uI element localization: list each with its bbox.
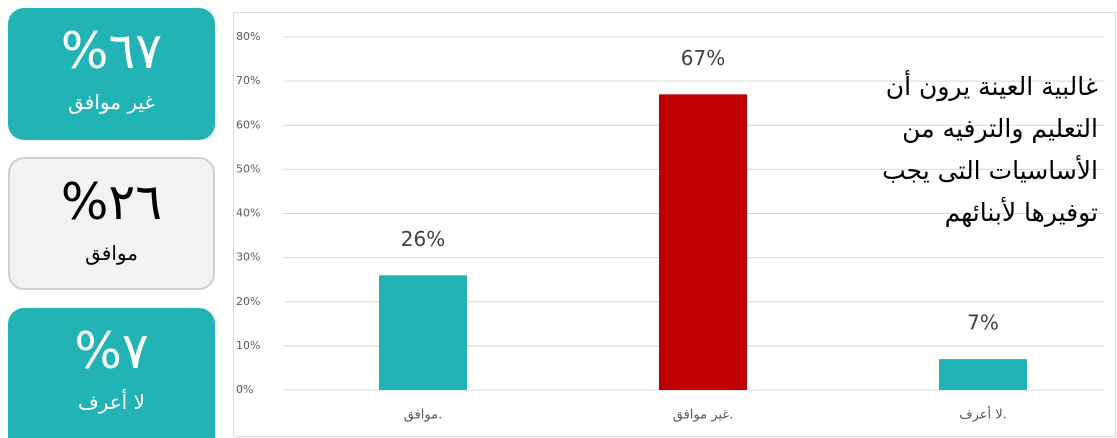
card-label: غير موافق — [68, 90, 155, 114]
y-tick-label: 50% — [236, 162, 260, 175]
chart-frame — [233, 12, 1116, 437]
bar — [379, 275, 467, 390]
y-tick-label: 0% — [236, 383, 253, 396]
card-value: %٧ — [74, 322, 149, 380]
y-tick-label: 60% — [236, 118, 260, 131]
card-value: %٦٧ — [60, 22, 163, 80]
annotation: التعليم والترفيه من — [902, 114, 1098, 144]
y-tick-label: 40% — [236, 207, 260, 220]
bar — [939, 359, 1027, 390]
x-tick-label: موافق. — [404, 408, 443, 423]
y-tick-label: 20% — [236, 295, 260, 308]
card-label: لا أعرف — [77, 390, 146, 414]
y-tick-label: 30% — [236, 251, 260, 264]
value-label: 26% — [401, 227, 445, 251]
value-label: 67% — [681, 46, 725, 70]
x-tick-label: غير موافق. — [673, 408, 734, 423]
bar — [659, 94, 747, 391]
card-label: موافق — [85, 241, 138, 265]
y-tick-label: 70% — [236, 74, 260, 87]
annotation: توفيرها لأبنائهم — [945, 196, 1098, 228]
y-tick-label: 10% — [236, 339, 260, 352]
value-label: 7% — [967, 311, 999, 335]
stat-card: %٧ لا أعرف — [8, 308, 215, 438]
annotation: غالبية العينة يرون أن — [886, 69, 1098, 102]
stat-card: %٢٦ موافق — [8, 157, 215, 290]
annotation: الأساسيات التى يجب — [882, 154, 1098, 185]
y-tick-label: 80% — [236, 30, 260, 43]
card-value: %٢٦ — [60, 173, 163, 231]
stat-card: %٦٧ غير موافق — [8, 8, 215, 140]
x-tick-label: لا أعرف. — [959, 406, 1007, 423]
